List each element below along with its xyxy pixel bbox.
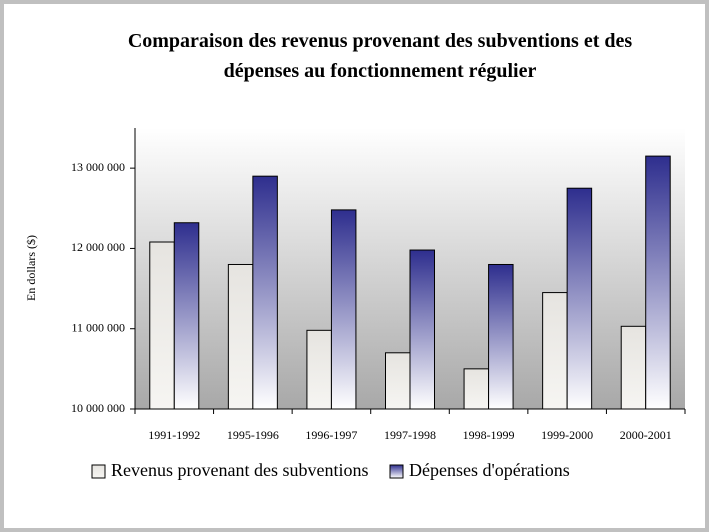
x-tick-label: 2000-2001	[620, 428, 672, 442]
bar	[252, 175, 278, 410]
y-tick-label: 11 000 000	[71, 320, 125, 334]
bar	[620, 325, 647, 410]
bar	[542, 292, 568, 410]
bar	[566, 187, 593, 410]
legend-swatch	[91, 464, 106, 479]
legend-label: Revenus provenant des subventions	[111, 460, 368, 480]
bar	[409, 249, 435, 410]
x-tick-label: 1991-1992	[148, 428, 200, 442]
bar	[385, 352, 411, 410]
bar	[306, 329, 332, 410]
x-tick-label: 1996-1997	[305, 428, 357, 442]
bar	[645, 155, 671, 410]
legend-label: Dépenses d'opérations	[409, 460, 570, 480]
chart-title: Comparaison des revenus provenant des su…	[127, 30, 633, 82]
bar	[227, 263, 254, 410]
y-tick-label: 10 000 000	[71, 401, 125, 415]
legend-swatch	[389, 464, 404, 479]
bar	[149, 241, 175, 410]
x-tick-label: 1997-1998	[384, 428, 436, 442]
y-tick-label: 13 000 000	[71, 160, 125, 174]
y-tick-label: 12 000 000	[71, 240, 125, 254]
y-axis-label: En dollars ($)	[24, 235, 38, 301]
bar	[173, 222, 200, 410]
x-tick-label: 1995-1996	[227, 428, 279, 442]
bar	[463, 368, 490, 410]
x-tick-label: 1999-2000	[541, 428, 593, 442]
bar	[488, 263, 514, 410]
x-tick-label: 1998-1999	[463, 428, 515, 442]
bar	[330, 209, 357, 410]
